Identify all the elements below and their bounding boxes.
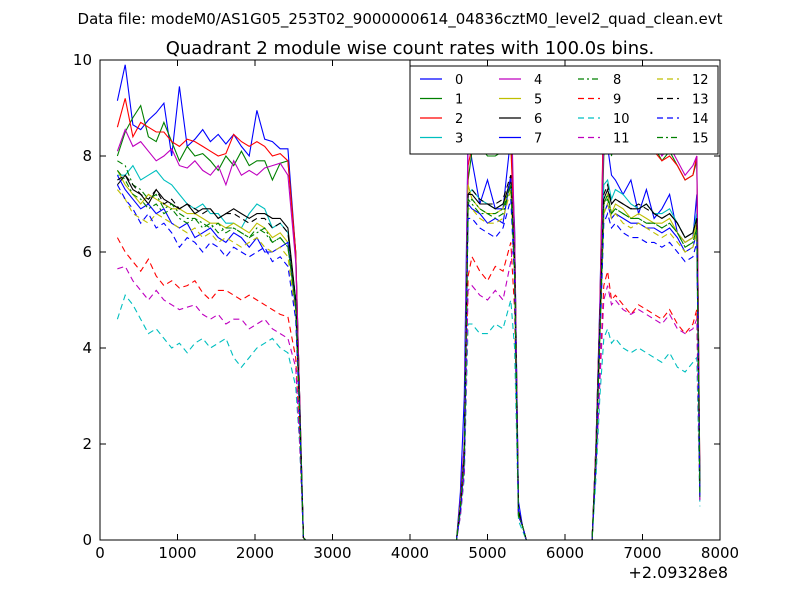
legend-label-15: 15 [692, 132, 709, 147]
x-tick-label: 7000 [623, 544, 661, 562]
legend-label-10: 10 [613, 112, 630, 127]
series-group [116, 64, 701, 540]
y-tick-label: 0 [82, 531, 92, 549]
series-line-15 [116, 170, 701, 540]
legend-label-11: 11 [613, 132, 630, 147]
x-tick-label: 2000 [236, 544, 274, 562]
chart-title: Quadrant 2 module wise count rates with … [166, 38, 655, 59]
y-tick-label: 10 [73, 51, 92, 69]
legend-label-0: 0 [455, 73, 463, 88]
legend-label-13: 13 [692, 93, 709, 108]
y-tick-label: 6 [82, 243, 92, 261]
x-tick-label: 3000 [313, 544, 351, 562]
x-tick-label: 6000 [546, 544, 584, 562]
x-tick-label: 1000 [158, 544, 196, 562]
series-line-11 [117, 232, 701, 540]
legend-label-14: 14 [692, 112, 709, 127]
x-tick-label: 8000 [701, 544, 739, 562]
legend-label-1: 1 [455, 93, 463, 108]
legend-label-8: 8 [613, 73, 621, 88]
legend-label-6: 6 [534, 112, 542, 127]
legend-label-7: 7 [534, 132, 542, 147]
legend-label-2: 2 [455, 112, 463, 127]
legend-label-3: 3 [455, 132, 463, 147]
x-offset-label: +2.09328e8 [628, 563, 728, 582]
x-tick-label: 5000 [468, 544, 506, 562]
legend-label-9: 9 [613, 93, 621, 108]
series-line-14 [116, 184, 701, 540]
legend-label-4: 4 [534, 73, 542, 88]
y-tick-label: 4 [82, 339, 92, 357]
x-tick-label: 4000 [391, 544, 429, 562]
legend-label-5: 5 [534, 93, 542, 108]
legend-box [409, 65, 719, 155]
y-tick-label: 8 [82, 147, 92, 165]
plot-area: 0 1000 2000 3000 4000 5000 6000 7000 80000246810… [73, 51, 739, 582]
legend-label-12: 12 [692, 73, 709, 88]
series-line-12 [116, 189, 701, 540]
x-tick-label: 0 [95, 544, 105, 562]
y-tick-label: 2 [82, 435, 92, 453]
figure-suptitle: Data file: modeM0/AS1G05_253T02_90000006… [78, 10, 723, 29]
